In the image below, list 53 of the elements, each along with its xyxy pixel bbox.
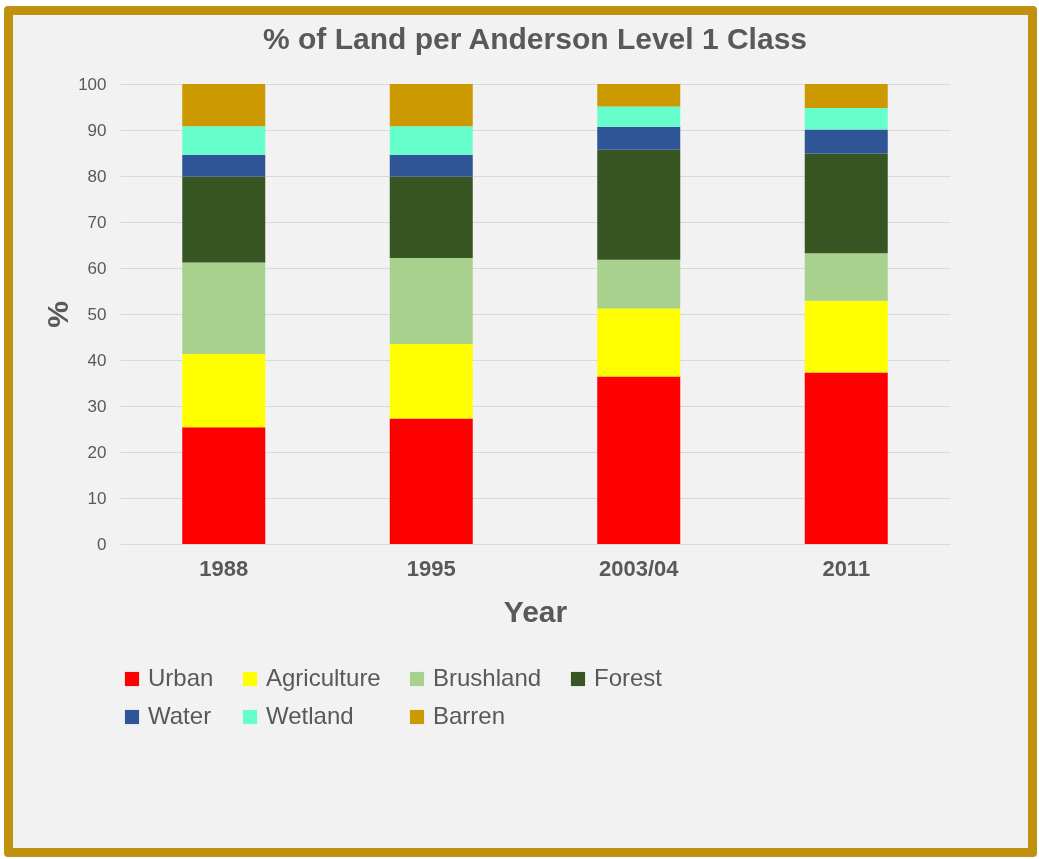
y-tick-label: 90 [87, 120, 107, 140]
y-tick-label: 60 [87, 258, 107, 278]
bar [597, 308, 681, 377]
bar [389, 126, 473, 155]
chart-title: % of Land per Anderson Level 1 Class [262, 22, 808, 55]
x-tick-label: 1995 [406, 555, 456, 581]
legend-label: Forest [594, 664, 663, 691]
bar [389, 257, 473, 344]
bar [597, 259, 681, 309]
y-tick-label: 50 [87, 304, 107, 324]
bar [804, 300, 888, 373]
bar [804, 153, 888, 254]
x-tick-label: 1988 [199, 555, 249, 581]
bar [182, 354, 266, 428]
legend-label: Barren [433, 702, 506, 729]
y-axis-title: % [41, 301, 75, 328]
bar [182, 176, 266, 263]
bar [182, 84, 266, 127]
legend-label: Agriculture [266, 664, 381, 691]
y-tick-label: 30 [87, 396, 107, 416]
bar [182, 427, 266, 544]
bar [597, 376, 681, 544]
bar [389, 343, 473, 419]
legend-label: Urban [148, 664, 214, 691]
bar [804, 372, 888, 544]
y-tick-label: 10 [87, 488, 107, 508]
y-tick-label: 70 [87, 212, 107, 232]
y-tick-label: 40 [87, 350, 107, 370]
bar [389, 154, 473, 177]
bar [389, 84, 473, 127]
bar [804, 84, 888, 108]
x-tick-label: 2003/04 [598, 555, 680, 581]
y-tick-label: 0 [97, 534, 107, 554]
bar [389, 418, 473, 544]
x-axis-title: Year [503, 594, 568, 628]
x-tick-label: 2011 [822, 555, 871, 581]
y-tick-label: 100 [78, 74, 107, 94]
bar [597, 106, 681, 127]
bar [804, 107, 888, 130]
bar [182, 126, 266, 155]
y-tick-label: 20 [87, 442, 107, 462]
bar [804, 253, 888, 301]
legend-label: Wetland [266, 702, 354, 729]
y-tick-label: 80 [87, 166, 107, 186]
bar [389, 176, 473, 258]
bar [182, 154, 266, 177]
legend-label: Brushland [433, 664, 542, 691]
bar [597, 84, 681, 107]
bar [804, 129, 888, 154]
bar [597, 126, 681, 150]
legend-label: Water [148, 702, 212, 729]
bar [597, 149, 681, 260]
bar [182, 262, 266, 355]
